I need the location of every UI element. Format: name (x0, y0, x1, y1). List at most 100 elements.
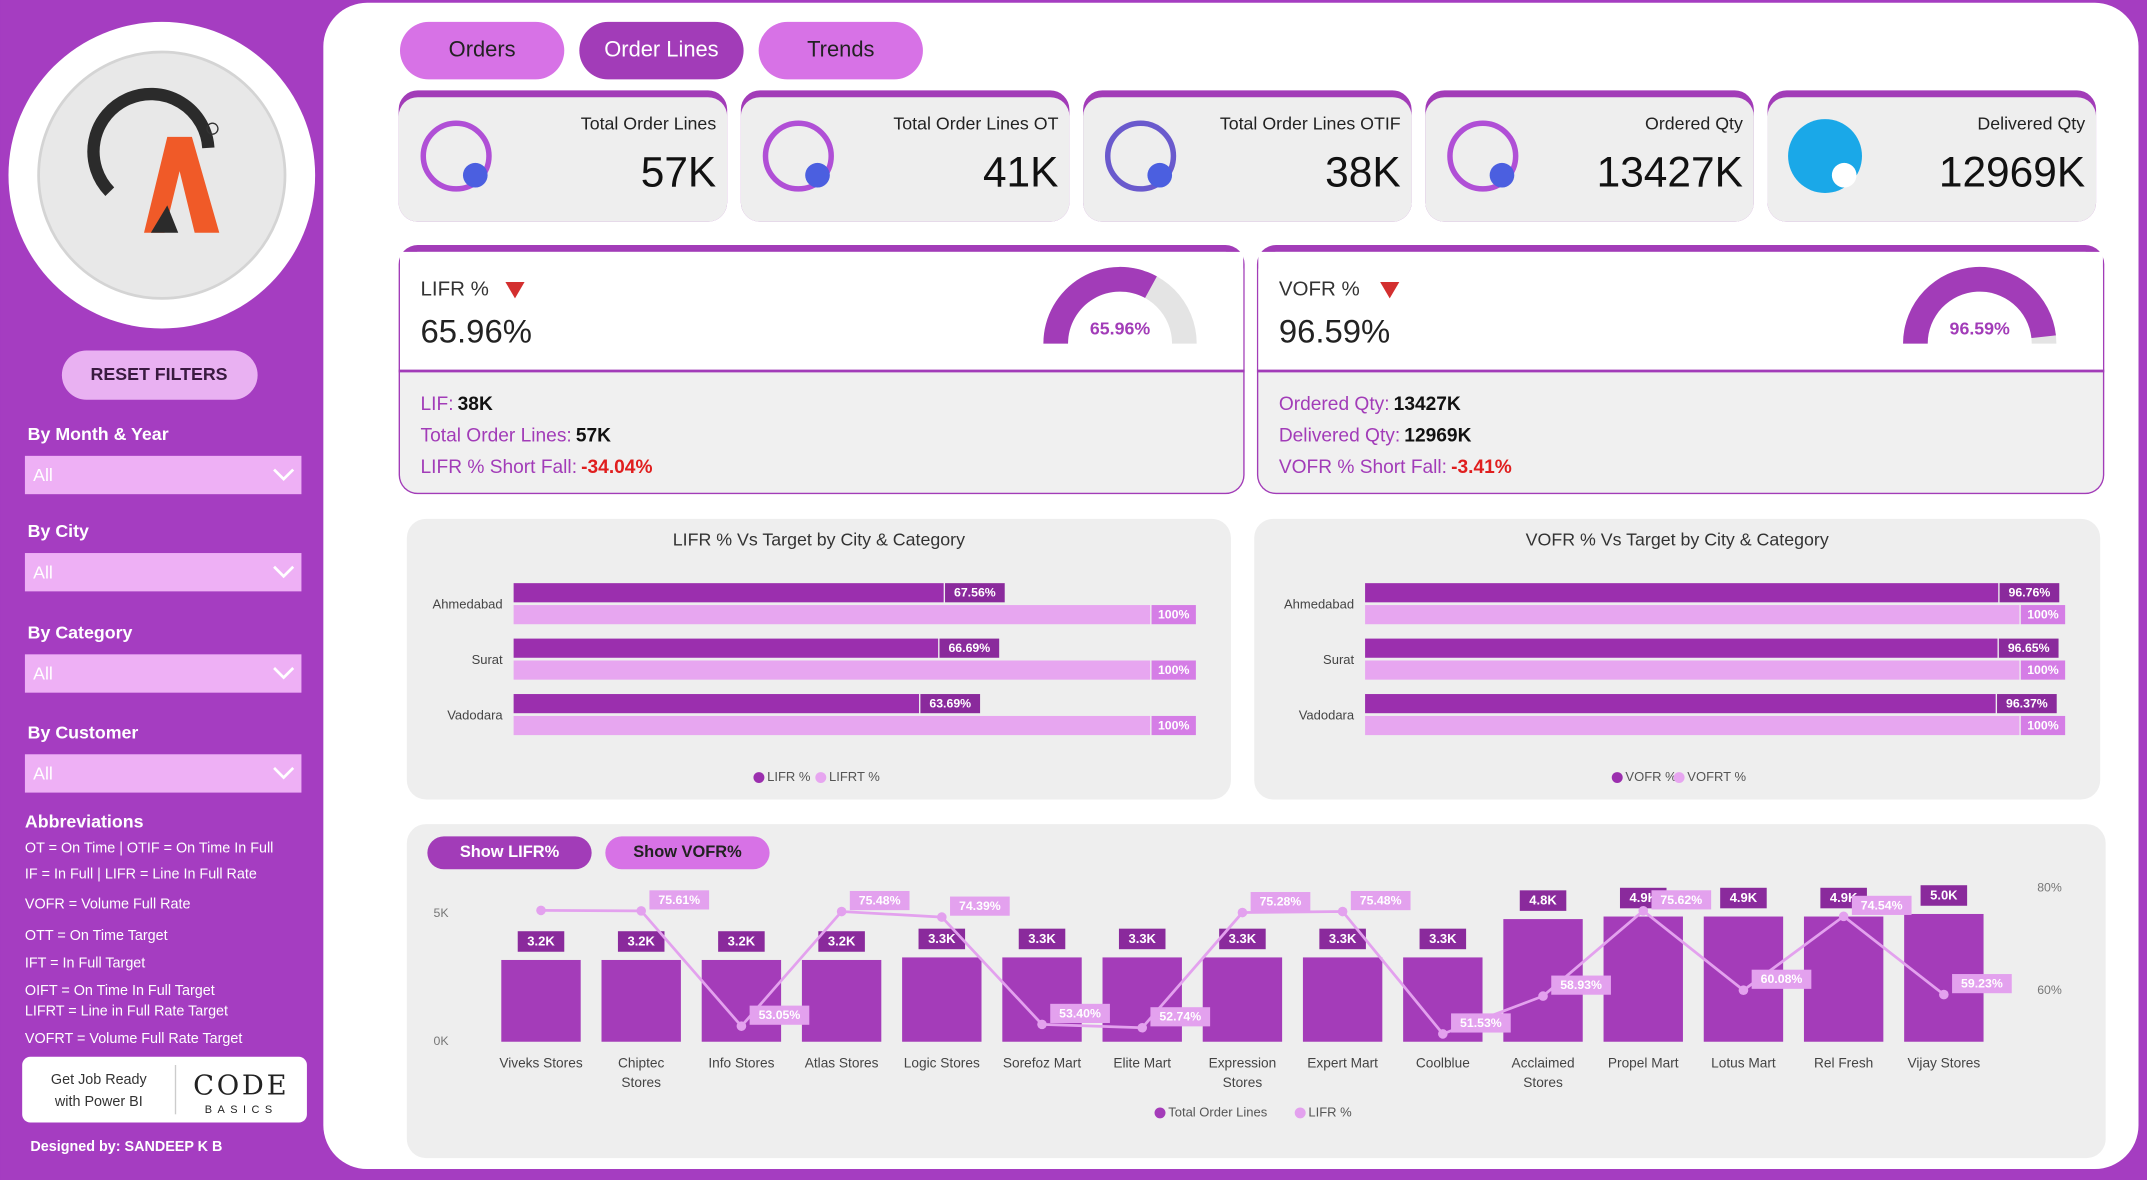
kpi-label: Total Order Lines (581, 113, 717, 133)
reset-button[interactable] (61, 350, 258, 400)
abbreviation: VOFRT = Volume Full Rate Target (25, 1031, 243, 1047)
value-label: 100% (1158, 608, 1190, 622)
x-tick-label: Chiptec Stores (618, 1055, 665, 1089)
bar (1365, 660, 2020, 680)
x-tick-label: Info Stores (708, 1055, 774, 1070)
detail-value: -3.41% (1451, 457, 1512, 478)
gauge-label: LIFR % (421, 278, 489, 301)
value-label: 58.93% (1560, 978, 1602, 992)
kpi-label: Total Order Lines OTIF (1220, 113, 1401, 133)
filter-dropdown[interactable] (24, 455, 302, 495)
x-tick-label: Logic Stores (904, 1055, 980, 1070)
detail-label: Delivered Qty: (1279, 426, 1400, 447)
legend-label: VOFRT % (1687, 769, 1746, 784)
x-tick-label: Atlas Stores (805, 1055, 879, 1070)
logo (8, 21, 316, 329)
legend-label: LIFR % (767, 769, 811, 784)
value-label-box (2020, 605, 2066, 625)
detail-line: VOFR % Short Fall: -3.41% (1279, 457, 1512, 478)
value-label-box (1150, 1007, 1211, 1027)
legend-swatch (1154, 1107, 1166, 1119)
filter-value: All (33, 764, 53, 784)
detail-label: Total Order Lines: (421, 426, 572, 447)
tab-label: Orders (449, 36, 516, 61)
dropdown-chevron (273, 667, 295, 680)
gauge-fill (1043, 266, 1157, 344)
line-point (1438, 1029, 1448, 1039)
line-point (1838, 911, 1849, 922)
x-tick-label: Elite Mart (1113, 1055, 1171, 1070)
x-tick-label: Viveks Stores (499, 1055, 582, 1070)
bar (513, 715, 1151, 736)
x-tick-label: Rel Fresh (1814, 1055, 1873, 1070)
value-label: 3.2K (728, 934, 756, 949)
detail-line: Ordered Qty: 13427K (1279, 394, 1461, 415)
bar (1202, 957, 1283, 1042)
bar (501, 959, 581, 1042)
gauge-fill (1903, 266, 2056, 344)
value-label-box (1219, 928, 1266, 950)
value-label: 100% (1158, 663, 1190, 677)
x-tick-label: Coolblue (1416, 1055, 1470, 1070)
abbreviation: IF = In Full | LIFR = Line In Full Rate (25, 867, 257, 883)
detail-value: 13427K (1394, 394, 1461, 415)
line-point (1738, 985, 1749, 996)
category-label: Ahmedabad (433, 596, 503, 611)
kpi-icon-badge (1489, 162, 1515, 188)
x-tick-label: Sorefoz Mart (1003, 1055, 1081, 1070)
value-label: 74.54% (1861, 898, 1903, 912)
reset-button-label: RESET FILTERS (91, 364, 228, 384)
value-label-box (918, 928, 966, 950)
filter-dropdown[interactable] (24, 754, 302, 793)
kpi-icon (762, 120, 834, 192)
abbreviation: LIFRT = Line in Full Rate Target (25, 1003, 228, 1019)
value-label-box (1997, 694, 2057, 714)
brand-text: BASICS (205, 1104, 278, 1116)
line-point (1939, 989, 1949, 1000)
line-point (937, 912, 947, 922)
tab[interactable] (758, 21, 923, 80)
kpi-icon-badge (1831, 162, 1857, 188)
value-label: 3.3K (1128, 931, 1156, 946)
value-label: 3.3K (928, 931, 956, 946)
value-label: 4.9K (1830, 890, 1858, 905)
tab[interactable] (399, 21, 565, 80)
bar (1365, 605, 2020, 625)
legend-swatch (753, 772, 765, 784)
kpi-value: 13427K (1597, 148, 1743, 195)
value-label: 66.69% (948, 641, 990, 655)
bar (1365, 715, 2020, 736)
bar (801, 959, 882, 1042)
filter-dropdown[interactable] (24, 553, 302, 592)
value-label: 51.53% (1460, 1016, 1502, 1030)
value-label: 100% (2027, 608, 2059, 622)
value-label-box (1151, 715, 1196, 736)
kpi-value: 41K (983, 148, 1058, 195)
value-label-box (2020, 660, 2066, 680)
category-label: Vadodara (447, 707, 503, 722)
toggle-button[interactable] (427, 836, 592, 870)
value-label: 3.2K (527, 934, 555, 949)
filter-dropdown[interactable] (24, 654, 302, 693)
value-label-box (1851, 895, 1912, 915)
bar (1365, 694, 1996, 714)
legend-swatch (1673, 772, 1685, 784)
tab[interactable] (579, 21, 744, 80)
kpi-icon-badge (805, 162, 830, 188)
line-point (836, 906, 847, 917)
bar (1603, 916, 1683, 1042)
bar (1302, 957, 1383, 1042)
value-label-box (1018, 928, 1066, 950)
value-label: 4.9K (1730, 890, 1758, 905)
bar (902, 957, 982, 1042)
category-label: Surat (472, 652, 503, 667)
value-label: 53.40% (1059, 1006, 1101, 1020)
toggle-button[interactable] (605, 836, 770, 870)
value-label-box (2020, 715, 2066, 736)
credit: Designed by: SANDEEP K B (30, 1139, 222, 1155)
value-label-box (1419, 928, 1467, 950)
value-label-box (950, 896, 1010, 916)
value-label-box (1151, 605, 1196, 625)
value-label: 3.3K (1429, 931, 1457, 946)
